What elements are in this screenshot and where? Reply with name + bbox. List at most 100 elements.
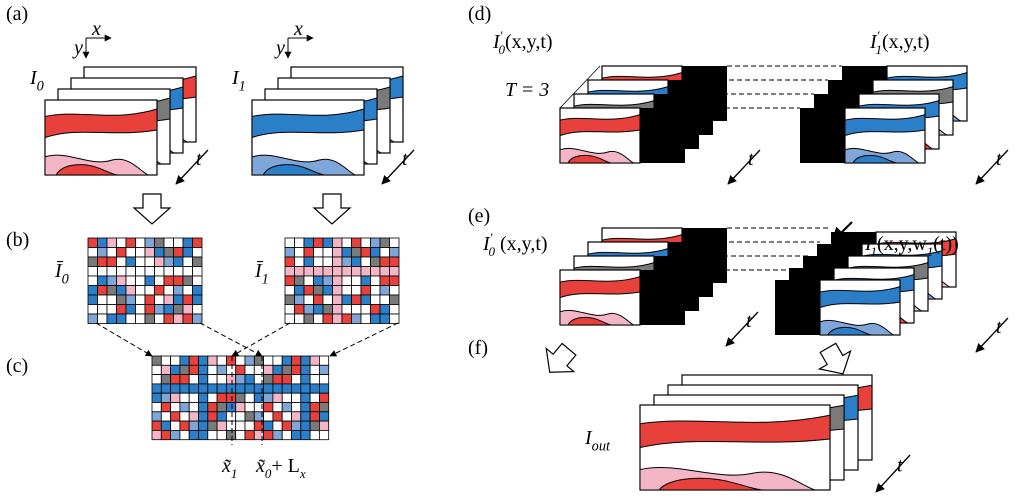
grid-cell <box>155 257 165 267</box>
grid-cell <box>117 248 127 258</box>
grid-cell <box>126 276 136 286</box>
grid-cell <box>319 421 328 430</box>
grid-cell <box>264 393 273 402</box>
grid-cell <box>371 238 381 248</box>
grid-cell <box>126 248 136 258</box>
grid-cell <box>301 356 310 365</box>
grid-cell <box>152 393 161 402</box>
grid-cell <box>323 276 333 286</box>
grid-cell <box>273 393 282 402</box>
grid-cell <box>226 403 235 412</box>
axis-y-label: y <box>274 37 285 59</box>
grid-cell <box>245 393 254 402</box>
grid-cell <box>333 248 343 258</box>
grid-cell <box>174 276 184 286</box>
grid-cell <box>264 421 273 430</box>
grid-cell <box>189 421 198 430</box>
grid-cell <box>107 257 117 267</box>
grid-cell <box>145 305 155 315</box>
grid-cell <box>264 375 273 384</box>
grid-cell <box>342 257 352 267</box>
grid-cell <box>199 375 208 384</box>
grid-cell <box>292 356 301 365</box>
grid-cell <box>352 248 362 258</box>
grid-cell <box>98 257 108 267</box>
grid-cell <box>193 267 203 277</box>
grid-cell <box>117 238 127 248</box>
grid-cell <box>282 430 291 439</box>
grid-cell <box>319 393 328 402</box>
grid-cell <box>301 412 310 421</box>
grid-cell <box>352 305 362 315</box>
grid-cell <box>361 257 371 267</box>
grid-cell <box>264 384 273 393</box>
grid-cell <box>189 356 198 365</box>
grid-cell <box>107 248 117 258</box>
grid-cell <box>145 257 155 267</box>
grid-cell <box>301 384 310 393</box>
grid-cell <box>145 267 155 277</box>
grid-cell <box>164 267 174 277</box>
grid-cell <box>152 412 161 421</box>
grid-cell <box>310 393 319 402</box>
grid-cell <box>292 421 301 430</box>
grid-cell <box>155 238 165 248</box>
grid-cell <box>136 257 146 267</box>
grid-cell <box>193 314 203 324</box>
grid-cell <box>217 403 226 412</box>
grid-cell <box>193 238 203 248</box>
math-label: Iout <box>584 427 611 455</box>
grid-cell <box>361 314 371 324</box>
grid-cell <box>390 238 400 248</box>
dashed-line <box>330 323 398 356</box>
grid-cell <box>380 276 390 286</box>
grid-cell <box>226 430 235 439</box>
grid-cell <box>304 295 314 305</box>
grid-cell <box>314 286 324 296</box>
grid-cell <box>285 248 295 258</box>
grid-cell <box>174 314 184 324</box>
label-part: 1 <box>239 79 246 95</box>
mask-block <box>800 108 845 163</box>
grid-cell <box>304 257 314 267</box>
grid-cell <box>174 295 184 305</box>
grid-cell <box>88 305 98 315</box>
grid-cell <box>98 248 108 258</box>
math-label: Ī1 <box>254 260 269 288</box>
grid-cell <box>333 295 343 305</box>
grid-cell <box>117 276 127 286</box>
grid-cell <box>164 295 174 305</box>
grid-cell <box>361 238 371 248</box>
grid-cell <box>171 421 180 430</box>
grid-cell <box>314 267 324 277</box>
grid-cell <box>310 412 319 421</box>
label-part: (x,y,t) <box>505 31 553 53</box>
grid-cell <box>189 375 198 384</box>
grid-cell <box>282 375 291 384</box>
time-arrow <box>876 455 910 492</box>
math-label: I'0 (x,y,t) <box>482 230 548 259</box>
grid-cell <box>314 295 324 305</box>
grid-cell <box>152 421 161 430</box>
time-label: t <box>746 310 752 332</box>
grid-cell <box>390 257 400 267</box>
grid-cell <box>304 314 314 324</box>
grid-cell <box>217 412 226 421</box>
grid-cell <box>236 403 245 412</box>
grid-cell <box>292 412 301 421</box>
panel-label: (d) <box>468 3 491 25</box>
grid-cell <box>390 267 400 277</box>
grid-cell <box>136 305 146 315</box>
grid-cell <box>161 430 170 439</box>
grid-cell <box>236 421 245 430</box>
grid-cell <box>145 276 155 286</box>
grid-cell <box>352 238 362 248</box>
grid-cell <box>226 412 235 421</box>
grid-cell <box>285 267 295 277</box>
grid-cell <box>180 365 189 374</box>
grid-cell <box>310 365 319 374</box>
grid-cell <box>333 238 343 248</box>
grid-cell <box>380 267 390 277</box>
grid-cell <box>199 430 208 439</box>
grid-cell <box>208 412 217 421</box>
